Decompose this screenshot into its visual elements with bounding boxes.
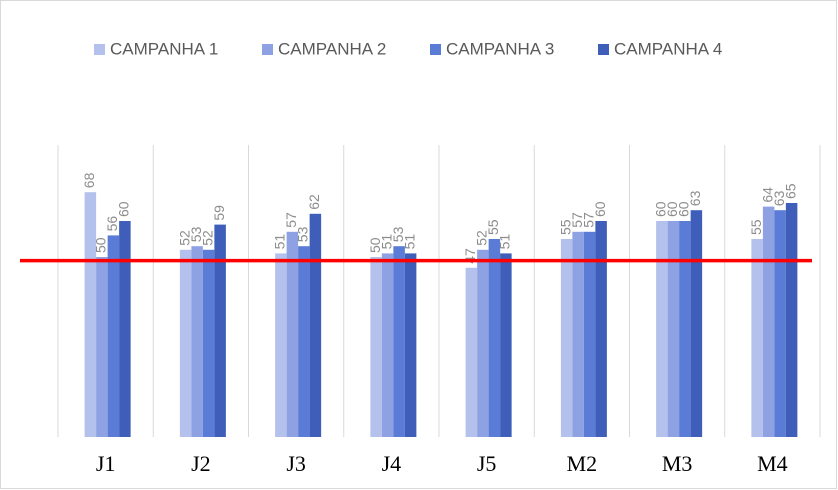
data-label: 60 bbox=[676, 201, 692, 217]
bar bbox=[488, 239, 501, 437]
legend-swatch bbox=[262, 44, 273, 55]
data-label: 50 bbox=[93, 237, 109, 253]
data-label: 57 bbox=[569, 212, 585, 228]
bar bbox=[477, 249, 489, 437]
bar bbox=[370, 257, 382, 437]
bar bbox=[774, 210, 786, 437]
data-label: 59 bbox=[211, 205, 227, 221]
bar bbox=[275, 253, 287, 437]
legend-swatch bbox=[94, 44, 105, 55]
bar bbox=[96, 257, 108, 437]
data-label: 63 bbox=[771, 190, 787, 206]
bar bbox=[309, 213, 322, 437]
data-label: 60 bbox=[116, 201, 132, 217]
data-label: 52 bbox=[474, 230, 490, 246]
bar bbox=[107, 235, 120, 437]
data-label: 53 bbox=[295, 226, 311, 242]
x-tick-label: J5 bbox=[477, 451, 497, 476]
data-label: 51 bbox=[497, 234, 513, 250]
legend-label: CAMPANHA 2 bbox=[278, 39, 386, 58]
bar bbox=[751, 239, 763, 437]
legend-swatch bbox=[430, 44, 441, 55]
bar bbox=[179, 249, 192, 437]
data-label: 62 bbox=[306, 194, 322, 210]
bar bbox=[465, 267, 478, 437]
data-label: 52 bbox=[199, 230, 215, 246]
legend-label: CAMPANHA 1 bbox=[110, 39, 218, 58]
x-tick-label: J4 bbox=[382, 451, 402, 476]
data-label: 52 bbox=[176, 230, 192, 246]
bar bbox=[393, 246, 405, 437]
bar bbox=[191, 246, 203, 437]
bar bbox=[119, 221, 131, 437]
bar bbox=[381, 253, 394, 437]
bar bbox=[404, 253, 417, 437]
bar bbox=[667, 221, 680, 437]
bar bbox=[298, 246, 310, 437]
data-label: 65 bbox=[782, 183, 798, 199]
bar bbox=[785, 203, 798, 437]
data-label: 64 bbox=[759, 187, 775, 203]
bar bbox=[214, 224, 226, 437]
bar bbox=[595, 221, 607, 437]
data-label: 68 bbox=[81, 172, 97, 188]
bar bbox=[679, 221, 691, 437]
data-label: 55 bbox=[557, 219, 573, 235]
data-label: 55 bbox=[485, 219, 501, 235]
bar bbox=[690, 210, 703, 437]
bar bbox=[84, 192, 97, 437]
x-tick-label: M3 bbox=[662, 451, 693, 476]
data-label: 60 bbox=[664, 201, 680, 217]
x-tick-label: J1 bbox=[96, 451, 116, 476]
data-label: 57 bbox=[283, 212, 299, 228]
data-label: 56 bbox=[104, 216, 120, 232]
legend-label: CAMPANHA 4 bbox=[614, 39, 722, 58]
x-tick-label: M2 bbox=[567, 451, 598, 476]
bar bbox=[656, 221, 668, 437]
data-label: 60 bbox=[592, 201, 608, 217]
data-label: 53 bbox=[188, 226, 204, 242]
data-label: 51 bbox=[378, 234, 394, 250]
data-label: 51 bbox=[401, 234, 417, 250]
bar bbox=[560, 239, 573, 437]
data-label: 53 bbox=[390, 226, 406, 242]
data-label: 50 bbox=[367, 237, 383, 253]
bar bbox=[286, 231, 299, 437]
bar bbox=[762, 206, 775, 437]
bar bbox=[500, 253, 512, 437]
data-label: 63 bbox=[687, 190, 703, 206]
data-label: 57 bbox=[580, 212, 596, 228]
bar bbox=[572, 231, 584, 437]
data-label: 51 bbox=[272, 234, 288, 250]
x-tick-label: J3 bbox=[286, 451, 306, 476]
data-label: 55 bbox=[748, 219, 764, 235]
x-tick-label: M4 bbox=[757, 451, 788, 476]
legend-swatch bbox=[598, 44, 609, 55]
data-label: 60 bbox=[653, 201, 669, 217]
x-tick-label: J2 bbox=[191, 451, 211, 476]
bar bbox=[202, 249, 215, 437]
bar bbox=[583, 231, 596, 437]
legend-label: CAMPANHA 3 bbox=[446, 39, 554, 58]
